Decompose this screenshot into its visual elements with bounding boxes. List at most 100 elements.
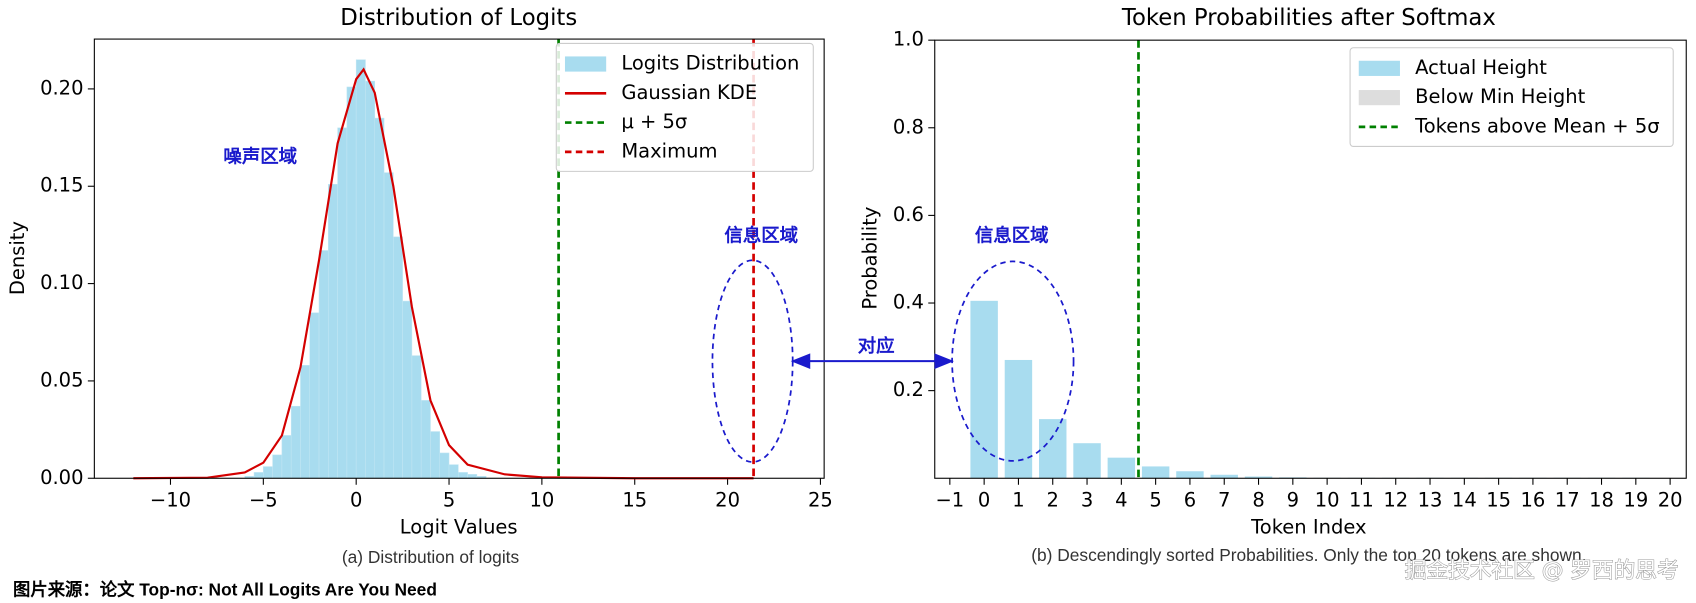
- x-tick-label: 0: [350, 489, 362, 512]
- x-tick-label: 20: [715, 489, 740, 512]
- x-tick-label: 17: [1555, 489, 1580, 512]
- annotation: 信息区域: [975, 224, 1049, 246]
- x-tick-label: 1: [1012, 489, 1024, 512]
- y-axis-label: Density: [6, 221, 29, 295]
- histogram-bar: [263, 466, 273, 479]
- x-tick-label: 25: [808, 489, 833, 512]
- bar: [1039, 419, 1067, 479]
- x-tick-label: 11: [1349, 489, 1374, 512]
- histogram-bar: [290, 405, 301, 479]
- histogram-bar: [355, 59, 366, 479]
- y-tick-label: 0.05: [40, 368, 83, 391]
- x-tick-label: −10: [150, 489, 191, 512]
- axes-frame: [93, 38, 825, 479]
- legend-label: Tokens above Mean + 5σ: [1414, 114, 1659, 137]
- x-axis-label: Logit Values: [400, 516, 518, 539]
- histogram-bar: [393, 236, 403, 479]
- histogram-bar: [430, 431, 441, 479]
- x-tick-label: 13: [1418, 489, 1443, 512]
- y-tick-label: 0.10: [40, 271, 83, 294]
- bar: [1176, 471, 1204, 479]
- annotation: 信息区域: [724, 224, 798, 246]
- histogram-bar: [253, 472, 264, 479]
- x-tick-label: 8: [1252, 489, 1264, 512]
- histogram-bar: [374, 117, 385, 479]
- x-tick-label: 10: [1315, 489, 1340, 512]
- histogram-bar: [448, 464, 459, 479]
- histogram-bar: [365, 80, 376, 479]
- y-tick-label: 0.00: [40, 466, 83, 489]
- x-tick-label: 10: [529, 489, 554, 512]
- histogram-bar: [458, 472, 468, 479]
- x-tick-label: 9: [1287, 489, 1299, 512]
- x-tick-label: 15: [1486, 489, 1511, 512]
- axes-frame: [934, 39, 1687, 479]
- legend-label: Maximum: [621, 139, 717, 162]
- y-tick-label: 0.15: [40, 174, 83, 197]
- x-tick-label: 12: [1383, 489, 1408, 512]
- x-tick-label: −1: [935, 489, 964, 512]
- legend-box: [1349, 47, 1674, 147]
- chart-title: Token Probabilities after Softmax: [1121, 5, 1496, 31]
- histogram-bar: [272, 454, 283, 479]
- histogram-bar: [346, 86, 357, 479]
- caption: (a) Distribution of logits: [342, 547, 520, 567]
- histogram-bar: [420, 400, 431, 479]
- x-tick-label: 7: [1218, 489, 1230, 512]
- histogram-bar: [281, 435, 292, 479]
- histogram-bar: [467, 474, 478, 479]
- x-tick-label: 5: [1149, 489, 1161, 512]
- chart-title: Distribution of Logits: [340, 5, 577, 31]
- y-tick-label: 1.0: [893, 28, 924, 51]
- x-tick-label: −5: [249, 489, 278, 512]
- legend-label: Actual Height: [1415, 56, 1547, 79]
- y-tick-label: 0.20: [40, 76, 83, 99]
- histogram-bar: [337, 127, 348, 479]
- y-tick-label: 0.8: [893, 115, 924, 138]
- x-tick-label: 3: [1081, 489, 1093, 512]
- legend-label: μ + 5σ: [621, 110, 687, 133]
- histogram-bar: [383, 172, 394, 479]
- x-tick-label: 19: [1623, 489, 1648, 512]
- arrow-label: 对应: [858, 335, 895, 357]
- legend-label: Logits Distribution: [621, 52, 799, 75]
- bar: [1210, 474, 1238, 479]
- legend-box: [555, 42, 814, 172]
- x-tick-label: 5: [443, 489, 455, 512]
- histogram-bar: [309, 312, 320, 479]
- histogram-bar: [300, 365, 311, 479]
- bar: [1073, 443, 1101, 479]
- x-tick-label: 14: [1452, 489, 1477, 512]
- bar: [1244, 476, 1273, 479]
- legend-swatch: [564, 56, 607, 72]
- legend-label: Below Min Height: [1415, 85, 1585, 108]
- histogram-bar: [318, 250, 329, 479]
- source-note: 图片来源：论文 Top-nσ: Not All Logits Are You N…: [13, 580, 437, 600]
- bar: [970, 300, 998, 479]
- y-tick-label: 0.4: [893, 291, 924, 314]
- y-axis-label: Probability: [858, 207, 881, 310]
- bar: [1141, 466, 1170, 479]
- annotation: 噪声区域: [223, 145, 297, 167]
- legend-swatch: [1358, 90, 1400, 106]
- bar: [1107, 457, 1136, 479]
- y-tick-label: 0.2: [893, 378, 924, 401]
- x-tick-label: 4: [1115, 489, 1127, 512]
- legend-swatch: [1358, 60, 1400, 76]
- histogram-bar: [402, 300, 413, 479]
- kde-line: [133, 67, 754, 480]
- legend-label: Gaussian KDE: [621, 81, 757, 104]
- x-tick-label: 20: [1658, 489, 1683, 512]
- x-axis-label: Token Index: [1250, 516, 1366, 539]
- watermark: 掘金技术社区 @ 罗西的思考: [1405, 559, 1679, 584]
- caption: (b) Descendingly sorted Probabilities. O…: [1031, 545, 1586, 565]
- x-tick-label: 15: [622, 489, 647, 512]
- x-tick-label: 6: [1184, 489, 1196, 512]
- histogram-bar: [411, 355, 422, 479]
- y-tick-label: 0.6: [893, 203, 924, 226]
- x-tick-label: 16: [1521, 489, 1546, 512]
- x-tick-label: 0: [978, 489, 990, 512]
- histogram-bar: [328, 184, 338, 479]
- histogram-bar: [439, 452, 450, 479]
